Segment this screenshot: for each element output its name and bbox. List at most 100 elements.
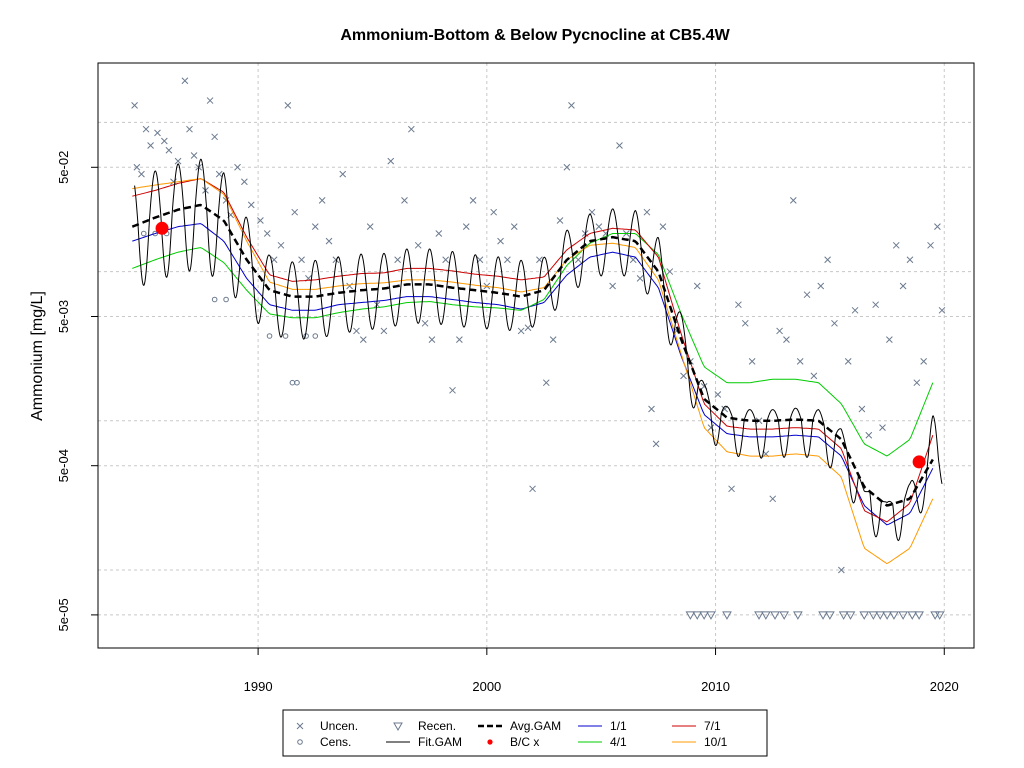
recensored-point-17 [882,611,892,620]
censored-point-4 [223,296,229,303]
recensored-point-13 [845,611,856,620]
legend-1-1-label: 1/1 [610,719,627,733]
uncensored-point-31 [311,223,319,231]
recensored-point-18 [889,611,899,620]
uncensored-point-93 [728,485,735,493]
uncensored-point-6 [160,137,168,145]
y-tick-label-1: 5e-04 [56,449,71,482]
uncensored-point-21 [241,178,248,186]
uncensored-point-70 [574,256,582,264]
uncensored-point-123 [934,223,941,231]
y-tick-label-3: 5e-02 [56,151,71,184]
uncensored-point-108 [831,319,838,327]
uncensored-point-121 [920,358,928,365]
uncensored-point-0 [131,102,138,109]
uncensored-point-84 [666,268,674,275]
uncensored-point-95 [741,319,749,327]
x-tick-label-3: 2020 [930,679,959,694]
uncensored-point-46 [414,241,422,249]
uncensored-point-45 [407,125,415,133]
uncensored-point-43 [394,256,401,264]
legend-uncen--label: Uncen. [320,719,358,733]
uncensored-point-67 [556,217,564,224]
uncensored-point-107 [824,256,831,264]
uncensored-point-99 [769,495,777,503]
legend: Uncen. Cens. Recen. Fit.GAM Avg.GAM B/C x 1/1 4… [282,709,768,757]
uncensored-point-22 [247,201,255,209]
recensored-point-10 [818,611,828,620]
censored-point-10 [312,333,319,339]
censored-point-3 [211,296,218,303]
seasonal-curve-1-1 [132,223,934,526]
uncensored-point-39 [366,223,374,231]
recensored-point-4 [722,611,732,620]
uncensored-point-17 [215,170,223,178]
bc-point-1 [912,455,926,469]
recensored-point-20 [907,611,918,620]
uncensored-point-57 [490,208,498,216]
uncensored-point-54 [469,197,477,204]
uncensored-point-10 [181,77,189,85]
x-tick-label-1: 2000 [472,679,501,694]
recensored-point-23 [934,611,945,620]
uncensored-point-33 [325,237,333,245]
uncensored-point-24 [263,230,271,237]
uncensored-point-58 [497,237,504,245]
legend-4-1-label: 4/1 [610,735,627,749]
uncensored-point-35 [339,170,347,178]
uncensored-point-15 [206,97,214,104]
uncensored-point-12 [190,152,198,159]
uncensored-point-75 [609,282,616,290]
uncensored-point-51 [449,386,456,394]
uncensored-point-104 [803,291,811,299]
uncensored-point-64 [536,256,543,264]
uncensored-point-100 [776,327,783,335]
uncensored-point-69 [568,102,575,109]
legend-7-1-label: 7/1 [704,719,721,733]
recensored-point-5 [754,611,764,620]
x-tick-label-2: 2010 [701,679,730,694]
recensored-point-19 [898,611,908,620]
uncensored-point-27 [284,102,292,109]
legend-box [282,709,768,757]
uncensored-point-42 [387,157,395,165]
seasonal-curve-4-1 [132,233,934,457]
uncensored-point-105 [810,372,818,380]
recensored-point-11 [825,611,835,620]
uncensored-point-117 [892,241,900,249]
uncensored-point-106 [817,282,825,290]
x-tick-label-0: 1990 [244,679,273,694]
uncensored-point-83 [659,223,667,231]
uncensored-point-7 [165,146,173,154]
uncensored-point-112 [858,405,866,413]
legend-recen--label: Recen. [418,719,456,733]
recensored-point-6 [761,611,771,620]
uncensored-point-101 [783,336,790,343]
uncensored-point-44 [401,197,408,204]
uncensored-point-96 [748,358,756,365]
uncensored-point-26 [277,241,285,249]
uncensored-point-52 [456,336,463,343]
uncensored-point-103 [796,358,804,365]
recensored-point-16 [875,611,886,620]
uncensored-point-91 [714,391,722,398]
recensored-point-21 [914,611,924,620]
uncensored-point-47 [421,319,429,327]
recensored-point-8 [779,611,790,620]
uncensored-point-109 [837,566,845,574]
uncensored-point-86 [680,372,687,380]
recensored-point-12 [838,611,849,620]
uncensored-point-49 [435,230,443,237]
uncensored-point-94 [735,301,742,309]
grid-lines [98,63,974,648]
uncensored-point-80 [643,208,651,216]
uncensored-point-50 [442,256,450,264]
axes: 1990 2000 2010 2020 5e-05 5e-04 5e-03 5e-02 [56,151,959,694]
censored-point-8 [294,379,300,386]
y-tick-label-0: 5e-05 [56,598,71,631]
chart-title: Ammonium-Bottom & Below Pycnocline at CB… [340,27,730,44]
uncensored-point-20 [234,163,241,171]
bc-point-0 [155,221,169,235]
recensored-point-7 [770,611,780,620]
uncensored-point-114 [872,301,880,309]
